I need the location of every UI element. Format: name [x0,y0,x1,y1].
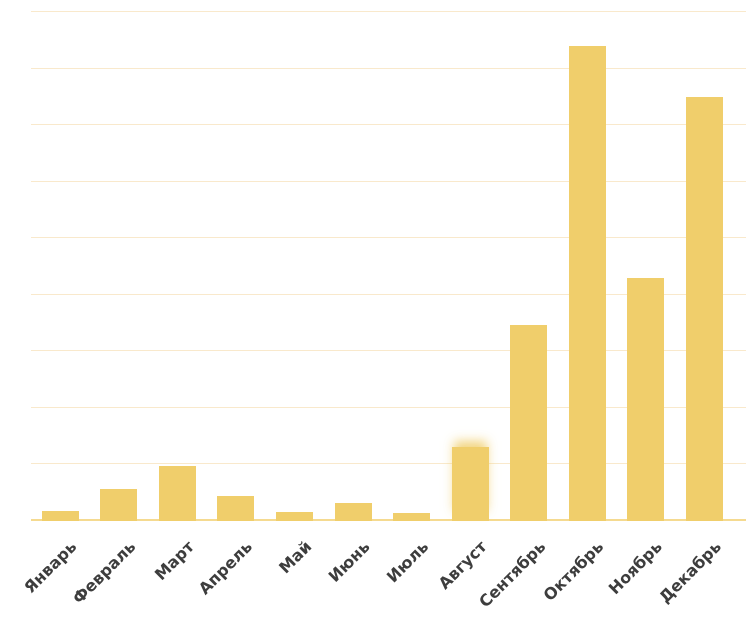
x-axis-label: Июнь [324,537,374,586]
bar[interactable] [100,489,138,521]
bar[interactable] [393,513,431,521]
bar[interactable] [685,97,723,521]
gridline [31,11,746,12]
bar[interactable] [451,447,489,521]
bar[interactable] [41,510,79,521]
bar[interactable] [275,511,313,521]
gridline [31,67,746,69]
x-axis-label: Март [150,537,198,584]
bar[interactable] [627,277,665,521]
x-axis-label: Апрель [195,537,257,599]
gridline [31,124,746,126]
x-axis-line [31,519,746,521]
gridline [31,180,746,182]
x-axis-label: Январь [20,537,81,598]
bar[interactable] [568,45,606,521]
x-axis-label: Ноябрь [605,537,667,599]
bar[interactable] [158,465,196,521]
x-axis-label: Август [434,537,491,593]
plot-area [31,0,746,521]
x-axis-label: Февраль [68,537,140,608]
x-axis-label: Май [274,537,315,578]
x-axis-label: Декабрь [655,537,725,607]
bar[interactable] [510,325,548,521]
gridline [31,237,746,239]
gridline [31,350,746,352]
bar[interactable] [334,502,372,521]
x-axis-label: Октябрь [539,537,608,605]
x-axis-label: Июль [382,537,433,587]
gridline [31,406,746,408]
gridline [31,293,746,295]
bar[interactable] [217,495,255,521]
x-axis-label: Сентябрь [474,537,550,612]
gridline [31,463,746,465]
